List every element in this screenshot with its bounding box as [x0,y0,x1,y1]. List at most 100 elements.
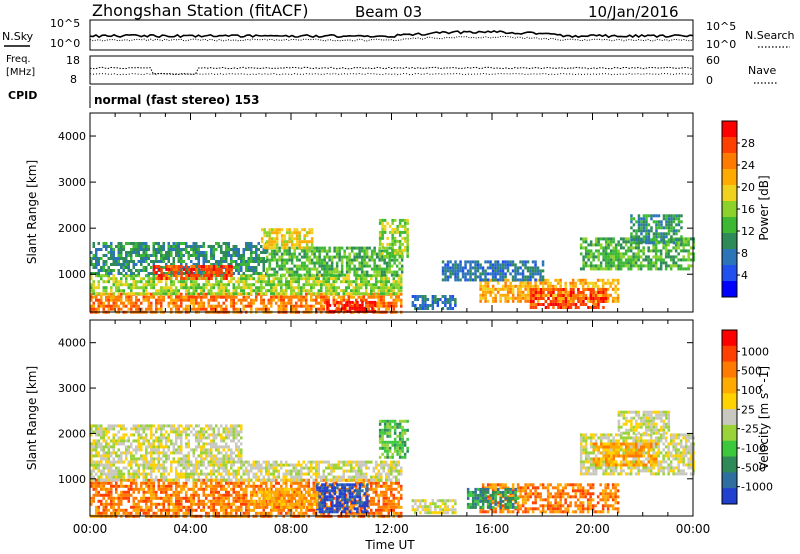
heatmap-cell [112,511,115,515]
heatmap-cell [375,484,378,488]
heatmap-cell [397,484,400,488]
heatmap-cell [277,505,280,509]
heatmap-cell [385,264,389,268]
heatmap-cell [212,257,215,260]
heatmap-cell [280,252,284,256]
heatmap-cell [355,292,358,296]
heatmap-cell [225,248,228,251]
heatmap-cell [338,255,341,259]
heatmap-cell [357,283,360,287]
heatmap-cell [115,502,118,506]
heatmap-cell [172,268,176,271]
heatmap-cell [192,242,195,245]
heatmap-cell [232,277,235,281]
heatmap-cell [307,289,310,293]
heatmap-cell [127,295,130,299]
heatmap-cell [225,292,228,296]
heatmap-cell [313,264,316,268]
heatmap-cell [270,295,273,299]
heatmap-cell [370,258,374,262]
heatmap-cell [567,294,570,297]
heatmap-cell [155,493,158,497]
heatmap-cell [338,246,341,250]
heatmap-cell [534,263,537,267]
heatmap-cell [619,267,623,271]
heatmap-cell [353,273,356,277]
heatmap-cell [367,280,370,284]
heatmap-cell [292,505,295,509]
heatmap-cell [140,277,143,281]
heatmap-cell [521,296,525,300]
heatmap-cell [456,272,460,276]
heatmap-cell [529,266,532,270]
heatmap-cell [210,481,213,485]
heatmap-cell [125,484,128,488]
heatmap-cell [170,265,173,268]
heatmap-cell [640,223,643,227]
heatmap-cell [170,301,173,305]
heatmap-cell [220,307,223,311]
cpid-label: CPID [8,89,37,102]
heatmap-cell [135,505,138,509]
heatmap-cell [459,263,462,267]
heatmap-cell [227,499,230,503]
heatmap-cell [282,304,285,308]
heatmap-cell [395,258,399,262]
heatmap-cell [295,295,298,299]
heatmap-cell [102,508,105,512]
heatmap-cell [200,499,203,503]
heatmap-cell [110,307,113,311]
heatmap-cell [175,490,178,494]
heatmap-cell [197,499,200,503]
heatmap-cell [382,304,385,308]
heatmap-cell [130,251,133,254]
heatmap-cell [579,293,582,297]
heatmap-cell [242,298,245,302]
heatmap-cell [275,301,278,305]
heatmap-cell [293,273,296,277]
heatmap-cell [120,272,123,275]
heatmap-cell [180,248,183,251]
heatmap-cell [162,502,165,506]
heatmap-cell [295,267,299,271]
heatmap-cell [398,221,402,225]
heatmap-cell [511,287,515,291]
heatmap-cell [519,260,522,264]
heatmap-cell [162,295,165,299]
heatmap-cell [257,257,260,260]
heatmap-cell [519,272,522,276]
heatmap-cell [380,505,383,509]
heatmap-cell [97,490,100,494]
heatmap-cell [97,280,100,284]
heatmap-cell [145,260,148,263]
heatmap-cell [105,490,108,494]
heatmap-cell [160,251,163,254]
heatmap-cell [205,292,208,296]
heatmap-cell [567,303,570,306]
heatmap-cell [140,248,143,251]
heatmap-cell [647,241,651,245]
heatmap-cell [142,277,145,281]
heatmap-cell [255,289,258,293]
heatmap-cell [273,228,276,232]
heatmap-cell [202,272,205,275]
heatmap-cell [293,264,296,268]
heatmap-cell [375,280,378,284]
heatmap-cell [506,284,510,288]
heatmap-cell [667,223,671,227]
heatmap-cell [479,263,482,267]
heatmap-cell [212,254,215,257]
heatmap-cell [252,508,255,512]
heatmap-cell [255,292,258,296]
heatmap-cell [152,295,155,299]
heatmap-cell [200,286,203,290]
heatmap-cell [298,267,301,271]
heatmap-cell [292,286,295,290]
heatmap-cell [262,274,265,278]
heatmap-cell [242,280,245,284]
heatmap-cell [160,502,163,506]
heatmap-cell [395,292,398,296]
heatmap-cell [150,301,153,305]
heatmap-cell [185,263,188,266]
freq-label-1: Freq. [6,54,31,65]
